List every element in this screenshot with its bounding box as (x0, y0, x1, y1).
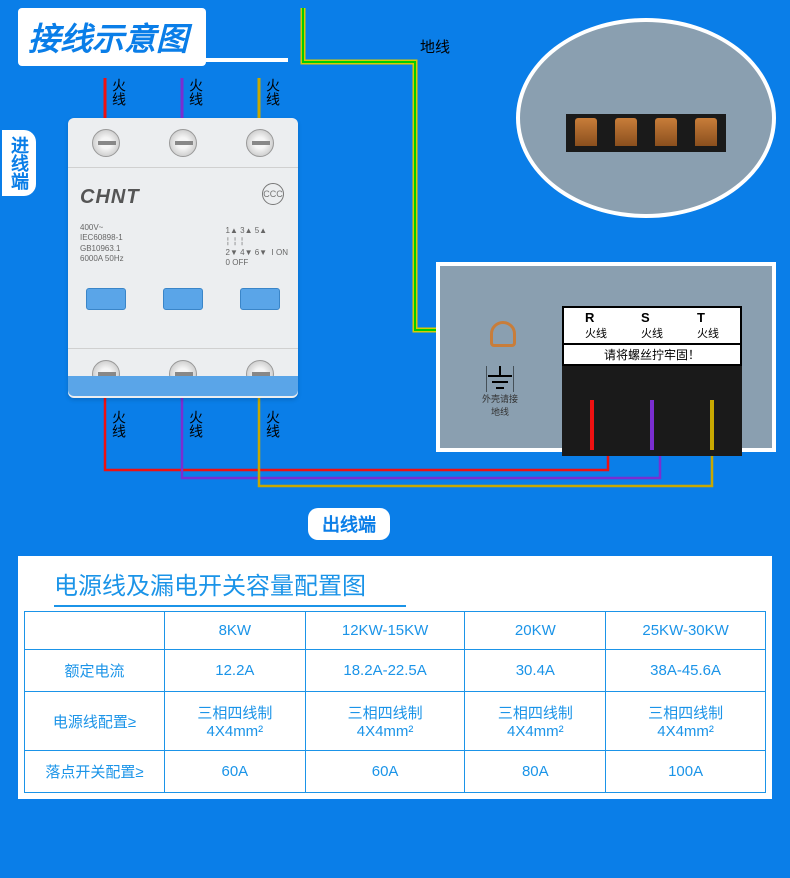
table-cell: 三相四线制 4X4mm² (606, 692, 766, 751)
table-header-row: 8KW 12KW-15KW 20KW 25KW-30KW (25, 612, 766, 650)
wire-r (590, 400, 594, 450)
fire-wire-label: 火线 (109, 410, 129, 438)
rst-wires (562, 366, 742, 456)
table-cell: 100A (606, 751, 766, 793)
spec-table-container: 电源线及漏电开关容量配置图 8KW 12KW-15KW 20KW 25KW-30… (18, 556, 772, 799)
screw-icon (92, 129, 120, 157)
rst-terminal-photo: 外壳请接地线 R火线 S火线 T火线 请将螺丝拧牢固！ (436, 262, 776, 452)
breaker-base (68, 376, 298, 396)
table-cell: 三相四线制 4X4mm² (165, 692, 306, 751)
table-cell: 三相四线制 4X4mm² (465, 692, 606, 751)
breaker-specs: 400V~ IEC60898-1 GB10963.1 6000A 50Hz (80, 223, 124, 265)
circuit-breaker: CHNT CCC 400V~ IEC60898-1 GB10963.1 6000… (68, 118, 298, 398)
fire-wire-label: 火线 (263, 78, 283, 106)
ccc-mark: CCC (262, 183, 284, 205)
terminal-block (566, 114, 726, 152)
rst-headers: R火线 S火线 T火线 (562, 306, 742, 345)
breaker-markings: 1▲ 3▲ 5▲ ╎ ╎ ╎ 2▼ 4▼ 6▼ I ON 0 OFF (226, 226, 288, 269)
table-cell: 电源线配置≥ (25, 692, 165, 751)
table-cell: 38A-45.6A (606, 650, 766, 692)
copper-terminal-icon (655, 118, 677, 146)
breaker-brand: CHNT (80, 186, 140, 209)
fire-wire-label: 火线 (186, 410, 206, 438)
toggle-icon (86, 288, 126, 310)
fire-wire-label: 火线 (263, 410, 283, 438)
breaker-input-terminals (68, 118, 298, 168)
wiring-diagram: 地线 CHNT CCC 400V~ IEC60898-1 GB10963.1 6… (0, 0, 790, 540)
terminal-photo-top (516, 18, 776, 218)
fire-wire-label: 火线 (186, 78, 206, 106)
copper-terminal-icon (575, 118, 597, 146)
copper-terminal-icon (695, 118, 717, 146)
spec-table: 8KW 12KW-15KW 20KW 25KW-30KW 额定电流 12.2A … (24, 611, 766, 793)
breaker-toggles (68, 288, 298, 310)
wire-s (650, 400, 654, 450)
ground-symbol: 外壳请接地线 (480, 366, 520, 421)
breaker-body: CHNT CCC 400V~ IEC60898-1 GB10963.1 6000… (68, 168, 298, 348)
copper-terminal-icon (615, 118, 637, 146)
ground-loop (488, 321, 518, 366)
table-cell: 30.4A (465, 650, 606, 692)
wire-t (710, 400, 714, 450)
table-cell: 落点开关配置≥ (25, 751, 165, 793)
table-cell: 12KW-15KW (305, 612, 465, 650)
table-row: 落点开关配置≥ 60A 60A 80A 100A (25, 751, 766, 793)
table-cell: 20KW (465, 612, 606, 650)
toggle-icon (163, 288, 203, 310)
ground-wire-label: 地线 (420, 36, 450, 57)
table-cell: 12.2A (165, 650, 306, 692)
toggle-icon (240, 288, 280, 310)
table-cell: 额定电流 (25, 650, 165, 692)
rst-note: 请将螺丝拧牢固！ (562, 345, 742, 366)
table-cell: 18.2A-22.5A (305, 650, 465, 692)
table-title: 电源线及漏电开关容量配置图 (54, 566, 406, 607)
fire-wire-label: 火线 (109, 78, 129, 106)
table-row: 额定电流 12.2A 18.2A-22.5A 30.4A 38A-45.6A (25, 650, 766, 692)
table-cell: 60A (165, 751, 306, 793)
table-cell (25, 612, 165, 650)
screw-icon (246, 129, 274, 157)
table-cell: 8KW (165, 612, 306, 650)
ground-text: 外壳请接地线 (482, 394, 518, 417)
table-cell: 三相四线制 4X4mm² (305, 692, 465, 751)
screw-icon (169, 129, 197, 157)
table-cell: 80A (465, 751, 606, 793)
table-cell: 60A (305, 751, 465, 793)
table-cell: 25KW-30KW (606, 612, 766, 650)
rst-terminal-block: R火线 S火线 T火线 请将螺丝拧牢固！ (562, 306, 742, 456)
table-row: 电源线配置≥ 三相四线制 4X4mm² 三相四线制 4X4mm² 三相四线制 4… (25, 692, 766, 751)
